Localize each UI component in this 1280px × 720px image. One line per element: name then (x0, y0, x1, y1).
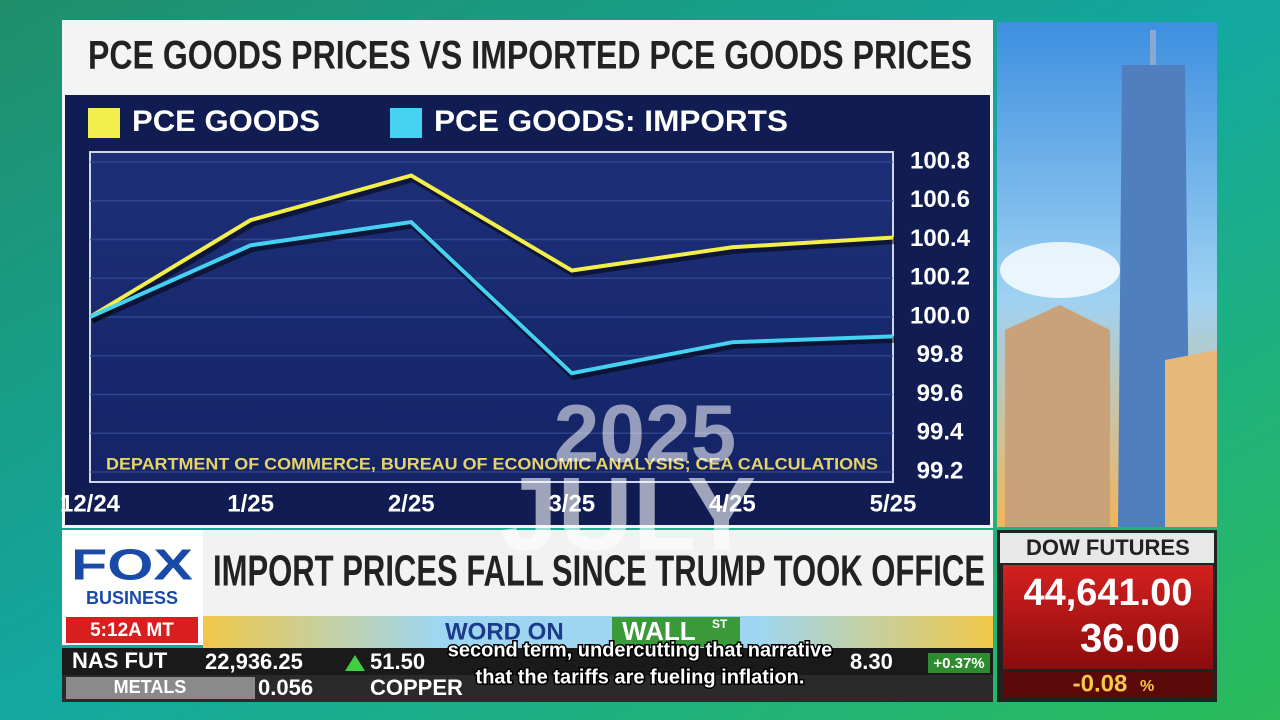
y-tick-label: 100.4 (910, 225, 971, 252)
line (88, 173, 894, 319)
dow-percent-box (1003, 671, 1213, 698)
ticker-value: 22,936.25 (205, 649, 303, 674)
ticker-change: 51.50 (370, 649, 425, 674)
x-tick-label: 1/25 (227, 490, 274, 517)
y-tick-label: 100.2 (910, 264, 970, 291)
segment-title: WALL (622, 616, 696, 646)
building (1005, 305, 1110, 527)
ticker-percent: +0.37% (933, 655, 984, 672)
watermark-month: JULY (500, 456, 756, 572)
y-tick-label: 100.8 (910, 147, 970, 174)
legend-label: PCE GOODS (132, 105, 320, 138)
ticker-value: 0.056 (258, 675, 313, 700)
line (89, 219, 894, 376)
segment-box (612, 617, 740, 647)
segment-band (203, 616, 993, 648)
dow-header (1000, 533, 1214, 563)
y-tick-label: 99.6 (917, 380, 964, 407)
x-tick-label: 4/25 (709, 490, 756, 517)
legend-swatch (88, 108, 120, 138)
time: 5:12A MT (90, 620, 174, 641)
tower-spire (1150, 30, 1156, 65)
metals-box (66, 677, 255, 699)
y-tick-label: 99.8 (917, 341, 964, 368)
ticker-label: NAS FUT (72, 648, 168, 673)
x-tick-label: 5/25 (870, 490, 917, 517)
building (1165, 350, 1217, 527)
chart-title: PCE GOODS PRICES VS IMPORTED PCE GOODS P… (88, 34, 972, 78)
y-tick-label: 99.4 (917, 419, 964, 446)
dow-label: DOW FUTURES (1026, 535, 1190, 560)
dow-percent-sign: % (1140, 678, 1154, 695)
headline-band (203, 530, 993, 616)
x-tick-label: 3/25 (548, 490, 595, 517)
y-tick-label: 100.0 (910, 302, 970, 329)
x-tick-label: 2/25 (388, 490, 435, 517)
x-tick-label: 12/24 (60, 490, 121, 517)
watermark-year: 2025 (554, 389, 736, 480)
source-note: DEPARTMENT OF COMMERCE, BUREAU OF ECONOM… (106, 454, 878, 473)
up-arrow (345, 655, 365, 671)
dow-value: 44,641.00 (1023, 572, 1192, 614)
dow-panel (1003, 565, 1213, 669)
cloud (1000, 242, 1120, 298)
network-name: BUSINESS (86, 588, 178, 608)
segment-title: WORD ON (445, 618, 564, 645)
ticker-percent-box (928, 653, 990, 673)
ticker-row (62, 648, 993, 675)
ticker-label: COPPER (370, 675, 463, 700)
y-tick-label: 100.6 (910, 186, 970, 213)
time-box (66, 617, 198, 643)
ticker-label: METALS (114, 677, 187, 697)
chart-marks: 99.2 99.4 99.6 99.8 100.0 100.2 100.4 100.6 100.… (60, 105, 971, 517)
dow-percent: -0.08 (1073, 670, 1128, 697)
segment-title: ST (712, 617, 728, 631)
headline: IMPORT PRICES FALL SINCE TRUMP TOOK OFFI… (213, 547, 985, 596)
legend-swatch (390, 108, 422, 138)
channel-logo: FOX (71, 541, 193, 590)
caption: second term, undercutting that narrative (448, 639, 833, 661)
caption: that the tariffs are fueling inflation. (476, 666, 805, 688)
legend-label: PCE GOODS: IMPORTS (434, 105, 788, 138)
y-tick-label: 99.2 (917, 457, 964, 484)
ticker-change: 8.30 (850, 649, 893, 674)
dow-change: 36.00 (1080, 617, 1180, 661)
